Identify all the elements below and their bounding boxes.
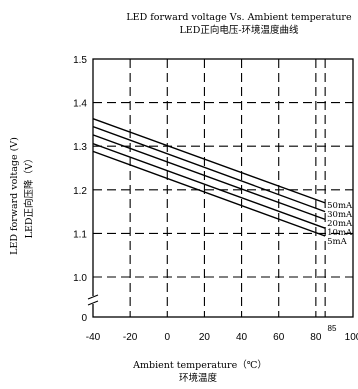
series-line-20mA xyxy=(92,134,326,221)
series-line-50mA xyxy=(92,118,326,204)
chart-title: LED forward voltage Vs. Ambient temperat… xyxy=(126,12,352,23)
chart-subtitle: LED正向电压-环境温度曲线 xyxy=(179,24,299,36)
x-tick-labels: -40 -20 0 20 40 60 80 100 xyxy=(86,332,358,343)
series-label-30mA: 30mA xyxy=(327,210,353,220)
axis-break-gap xyxy=(89,296,97,304)
series-line-5mA xyxy=(92,150,326,237)
series-label-50mA: 50mA xyxy=(327,201,353,211)
axis-break-stroke xyxy=(87,300,99,306)
y-tick-label: 1.0 xyxy=(73,273,87,284)
x-tick-label: 20 xyxy=(199,332,211,343)
y-tick-label: 1.5 xyxy=(73,55,87,66)
x-tick-label: -40 xyxy=(86,332,101,343)
y-tick-label: 0 xyxy=(81,313,87,324)
x-axis-label: Ambient temperature（℃） xyxy=(132,359,267,371)
y-tick-labels: 0 1.0 1.1 1.2 1.3 1.4 1.5 xyxy=(73,55,87,324)
y-tick-label: 1.3 xyxy=(73,142,87,153)
plot-frame xyxy=(92,58,354,318)
y-tick-label: 1.2 xyxy=(73,186,87,197)
x-axis-label-cn: 环境温度 xyxy=(179,372,218,384)
y-tick-label: 1.4 xyxy=(73,99,87,110)
y-axis-label-cn: LED正向压降（V） xyxy=(23,154,35,239)
x-tick-label: 60 xyxy=(273,332,285,343)
x-tick-label: 100 xyxy=(345,332,358,343)
series-label-20mA: 20mA xyxy=(327,219,353,229)
x-tick-label: 40 xyxy=(236,332,248,343)
series-line-10mA xyxy=(92,142,326,229)
grid xyxy=(93,59,353,317)
x-tick-label: 0 xyxy=(165,332,171,343)
series-label-5mA: 5mA xyxy=(327,237,347,247)
series-label-10mA: 10mA xyxy=(327,228,353,238)
y-axis-label: LED forward voltage (V) xyxy=(9,137,20,255)
y-axis-break xyxy=(87,294,99,306)
x-tick-label: -20 xyxy=(123,332,138,343)
axis-break-stroke xyxy=(87,294,99,300)
series-lines xyxy=(92,118,326,237)
y-tick-label: 1.1 xyxy=(73,229,87,240)
series-line-30mA xyxy=(92,125,326,213)
x-marker-label: 85 xyxy=(328,324,337,333)
x-tick-label: 80 xyxy=(310,332,322,343)
